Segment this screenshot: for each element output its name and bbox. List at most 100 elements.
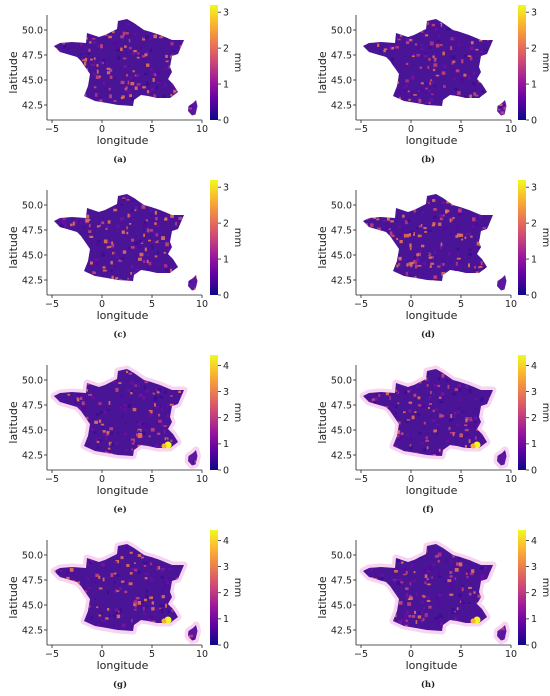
panel-label: (c) [113, 329, 126, 340]
colorbar-label: mm [232, 228, 243, 247]
x-tick-label: 0 [99, 124, 105, 135]
colorbar-tick-label: 1 [223, 79, 229, 90]
y-tick-label: 47.5 [22, 575, 43, 586]
y-tick-label: 47.5 [22, 50, 43, 61]
x-tick-label: 0 [99, 299, 105, 310]
colorbar [518, 355, 526, 470]
colorbar-tick-label: 1 [531, 79, 537, 90]
colorbar [210, 530, 218, 645]
france-map [363, 194, 493, 281]
colorbar-tick-label: 2 [223, 413, 229, 424]
y-tick-label: 45.0 [22, 425, 43, 436]
panel-label: (h) [421, 679, 435, 690]
colorbar-tick-label: 0 [531, 115, 537, 126]
x-tick-label: 5 [149, 299, 155, 310]
hotspot-marker [161, 443, 167, 449]
y-tick-label: 42.5 [331, 100, 352, 111]
colorbar-tick-label: 0 [531, 640, 537, 651]
y-tick-label: 50.0 [22, 200, 43, 211]
panel-label: (e) [113, 504, 126, 515]
x-tick-label: 5 [149, 649, 155, 660]
france-map [363, 544, 493, 631]
x-tick-label: 5 [458, 649, 464, 660]
colorbar-label: mm [232, 53, 243, 72]
corsica-map [497, 275, 507, 291]
colorbar-tick-label: 4 [531, 536, 537, 547]
y-axis-label: latitude [316, 226, 329, 268]
x-tick-label: −5 [45, 649, 59, 660]
y-tick-label: 50.0 [22, 550, 43, 561]
x-tick-label: 5 [149, 124, 155, 135]
y-tick-label: 45.0 [22, 75, 43, 86]
x-tick-label: −5 [354, 649, 368, 660]
colorbar-label: mm [540, 403, 550, 422]
x-tick-label: 10 [505, 474, 517, 485]
x-tick-label: 5 [458, 124, 464, 135]
y-tick-label: 50.0 [331, 375, 352, 386]
colorbar-tick-label: 3 [531, 387, 537, 398]
colorbar-tick-label: 4 [223, 536, 229, 547]
colorbar-tick-label: 2 [531, 588, 537, 599]
colorbar-tick-label: 2 [531, 218, 537, 229]
y-tick-label: 42.5 [22, 275, 43, 286]
x-tick-label: −5 [45, 124, 59, 135]
x-tick-label: 10 [505, 299, 517, 310]
colorbar-label: mm [232, 578, 243, 597]
colorbar-tick-label: 4 [223, 361, 229, 372]
y-tick-label: 42.5 [22, 450, 43, 461]
x-axis-label: longitude [97, 134, 149, 147]
y-tick-label: 50.0 [331, 25, 352, 36]
y-tick-label: 42.5 [22, 100, 43, 111]
y-tick-label: 47.5 [331, 575, 352, 586]
france-map [363, 369, 493, 456]
panel-label: (f) [422, 504, 434, 515]
hotspot-marker [470, 443, 476, 449]
colorbar-tick-label: 2 [531, 43, 537, 54]
colorbar-tick-label: 1 [531, 614, 537, 625]
colorbar-tick-label: 2 [223, 588, 229, 599]
x-axis-label: longitude [406, 309, 458, 322]
colorbar-tick-label: 3 [223, 387, 229, 398]
colorbar-tick-label: 0 [531, 290, 537, 301]
panel-label: (g) [113, 679, 127, 690]
colorbar-label: mm [540, 228, 550, 247]
colorbar-tick-label: 3 [223, 182, 229, 193]
y-tick-label: 42.5 [331, 450, 352, 461]
y-tick-label: 47.5 [22, 400, 43, 411]
x-tick-label: −5 [354, 124, 368, 135]
colorbar-tick-label: 0 [223, 290, 229, 301]
y-tick-label: 45.0 [331, 600, 352, 611]
x-tick-label: 10 [196, 124, 208, 135]
colorbar-label: mm [540, 53, 550, 72]
y-tick-label: 47.5 [331, 50, 352, 61]
panel-b: 42.5 45.0 47.5 50.0 −5 0 5 10 longitude latitude 0… [316, 5, 550, 165]
y-axis-label: latitude [7, 401, 20, 443]
hotspot-marker [161, 618, 167, 624]
colorbar-tick-label: 1 [223, 439, 229, 450]
y-axis-label: latitude [7, 576, 20, 618]
x-tick-label: −5 [354, 474, 368, 485]
x-tick-label: −5 [45, 299, 59, 310]
x-tick-label: 0 [99, 474, 105, 485]
y-tick-label: 50.0 [331, 200, 352, 211]
colorbar [518, 180, 526, 295]
colorbar-tick-label: 3 [223, 562, 229, 573]
colorbar-tick-label: 1 [223, 614, 229, 625]
y-tick-label: 50.0 [22, 375, 43, 386]
colorbar-tick-label: 2 [223, 218, 229, 229]
colorbar-tick-label: 0 [223, 640, 229, 651]
y-tick-label: 50.0 [22, 25, 43, 36]
y-tick-label: 45.0 [22, 250, 43, 261]
colorbar-label: mm [232, 403, 243, 422]
x-tick-label: −5 [45, 474, 59, 485]
x-axis-label: longitude [97, 309, 149, 322]
colorbar-label: mm [540, 578, 550, 597]
colorbar [518, 530, 526, 645]
x-tick-label: 0 [99, 649, 105, 660]
colorbar-tick-label: 2 [531, 413, 537, 424]
hotspot-marker [470, 618, 476, 624]
y-axis-label: latitude [316, 401, 329, 443]
colorbar-tick-label: 2 [223, 43, 229, 54]
panel-a: 42.5 45.0 47.5 50.0 −5 0 5 10 longitude latitude 0… [7, 5, 243, 165]
x-tick-label: 10 [196, 649, 208, 660]
